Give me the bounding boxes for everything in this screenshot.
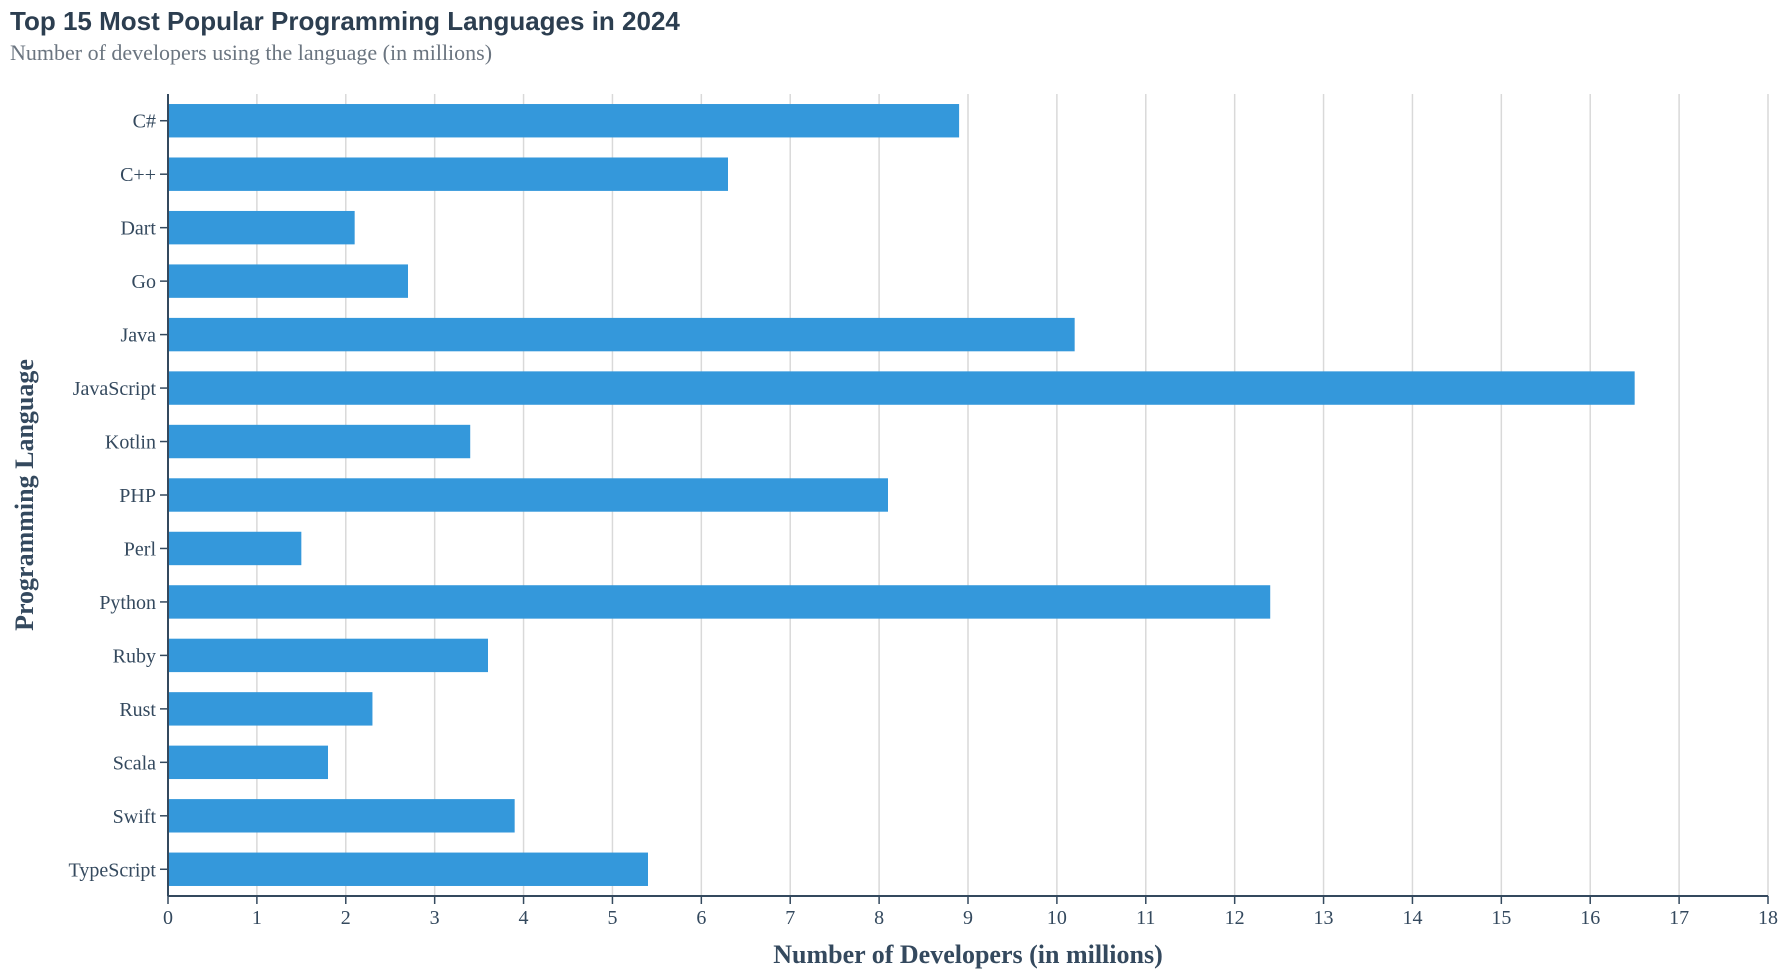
chart-title: Top 15 Most Popular Programming Language… xyxy=(10,6,680,36)
x-tick-label: 18 xyxy=(1758,907,1778,929)
bar-php xyxy=(168,478,888,512)
x-tick-label: 0 xyxy=(163,907,173,929)
bar-java xyxy=(168,317,1075,352)
x-tick-label: 8 xyxy=(874,907,884,929)
bar-c- xyxy=(168,157,728,191)
x-axis-title: Number of Developers (in millions) xyxy=(773,940,1163,969)
x-tick-label: 6 xyxy=(696,907,706,929)
chart-subtitle: Number of developers using the language … xyxy=(10,40,493,65)
x-tick-label: 5 xyxy=(607,907,617,929)
x-tick-label: 12 xyxy=(1225,907,1245,929)
axis-titles: Number of Developers (in millions) Progr… xyxy=(10,359,1163,969)
axes: 0 1 2 3 4 5 6 7 8 9 10 11 12 13 14 15 16 17 18C#C++DartGoJ… xyxy=(69,94,1778,929)
bar-scala xyxy=(168,745,328,780)
x-tick-label: 1 xyxy=(252,907,262,929)
y-tick-label: Ruby xyxy=(113,645,156,667)
bar-kotlin xyxy=(168,424,471,459)
bar-c- xyxy=(168,104,960,138)
y-tick-label: Dart xyxy=(120,218,156,240)
bar-python xyxy=(168,585,1271,619)
x-tick-label: 17 xyxy=(1669,907,1689,929)
bar-typescript xyxy=(168,852,648,886)
x-tick-label: 15 xyxy=(1491,907,1511,929)
x-tick-label: 9 xyxy=(963,907,973,929)
bar-ruby xyxy=(168,638,488,673)
x-tick-label: 14 xyxy=(1402,907,1422,929)
x-tick-label: 7 xyxy=(785,907,795,929)
y-tick-label: Python xyxy=(99,592,156,614)
bar-dart xyxy=(168,210,355,245)
y-tick-label: TypeScript xyxy=(69,859,157,881)
bar-javascript xyxy=(168,371,1635,405)
y-tick-label: Scala xyxy=(113,752,156,774)
x-tick-label: 3 xyxy=(430,907,440,929)
x-tick-label: 11 xyxy=(1136,907,1155,929)
bars xyxy=(168,104,1635,886)
y-tick-label: JavaScript xyxy=(73,378,157,400)
y-tick-label: Kotlin xyxy=(105,432,156,454)
y-tick-label: Go xyxy=(132,271,156,293)
y-tick-label: Swift xyxy=(113,806,157,828)
bar-go xyxy=(168,264,408,298)
y-tick-label: C++ xyxy=(120,164,156,186)
y-tick-label: Java xyxy=(120,325,156,347)
x-tick-label: 4 xyxy=(519,907,529,929)
y-tick-label: Perl xyxy=(124,538,157,560)
x-tick-label: 10 xyxy=(1047,907,1067,929)
bar-swift xyxy=(168,799,515,833)
bar-perl xyxy=(168,531,302,566)
x-tick-label: 2 xyxy=(341,907,351,929)
y-tick-label: C# xyxy=(133,111,156,133)
y-tick-label: PHP xyxy=(119,485,156,507)
y-axis-title: Programming Language xyxy=(10,359,39,631)
y-tick-label: Rust xyxy=(119,699,156,721)
x-tick-label: 13 xyxy=(1314,907,1334,929)
bar-rust xyxy=(168,692,373,726)
x-tick-label: 16 xyxy=(1580,907,1600,929)
